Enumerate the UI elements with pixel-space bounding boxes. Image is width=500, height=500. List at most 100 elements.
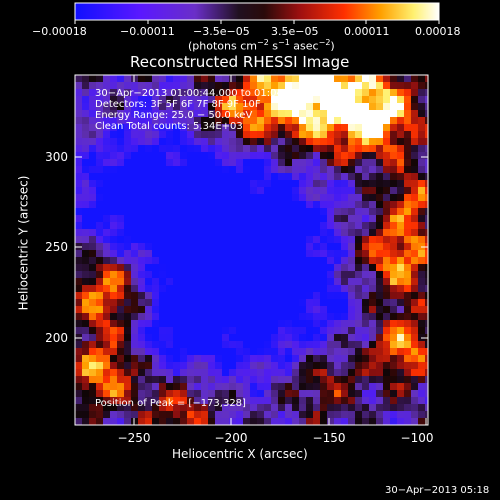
solar-image [74,74,429,426]
image-pixel [404,173,411,180]
image-pixel [243,145,250,152]
image-pixel [208,201,215,208]
image-pixel [75,96,82,103]
image-pixel [404,152,411,159]
image-pixel [425,131,428,138]
image-pixel [152,355,159,362]
image-pixel [418,418,425,425]
image-pixel [425,404,428,411]
image-pixel [306,390,313,397]
image-pixel [306,348,313,355]
image-pixel [145,306,152,313]
image-pixel [124,194,131,201]
image-pixel [82,75,89,82]
image-pixel [145,215,152,222]
image-pixel [236,222,243,229]
image-pixel [418,117,425,124]
image-pixel [306,215,313,222]
image-pixel [341,355,348,362]
image-pixel [306,75,313,82]
image-pixel [299,285,306,292]
image-pixel [236,75,243,82]
image-pixel [82,390,89,397]
image-pixel [362,187,369,194]
image-pixel [334,117,341,124]
image-pixel [222,355,229,362]
image-pixel [278,285,285,292]
image-pixel [320,418,327,425]
image-pixel [327,215,334,222]
image-pixel [411,327,418,334]
image-pixel [229,187,236,194]
image-pixel [369,292,376,299]
image-pixel [243,334,250,341]
image-pixel [341,138,348,145]
image-pixel [292,285,299,292]
image-pixel [187,257,194,264]
image-pixel [362,285,369,292]
image-pixel [131,201,138,208]
image-pixel [390,215,397,222]
image-pixel [208,96,215,103]
image-pixel [229,257,236,264]
image-pixel [187,194,194,201]
image-pixel [418,152,425,159]
image-pixel [201,201,208,208]
image-pixel [355,243,362,250]
image-pixel [173,222,180,229]
image-pixel [418,208,425,215]
image-pixel [320,131,327,138]
image-pixel [334,271,341,278]
image-pixel [124,89,131,96]
image-pixel [117,82,124,89]
image-pixel [222,348,229,355]
image-pixel [201,397,208,404]
image-pixel [397,348,404,355]
image-pixel [411,285,418,292]
image-pixel [187,404,194,411]
image-pixel [285,124,292,131]
image-pixel [320,299,327,306]
image-pixel [320,397,327,404]
image-pixel [194,131,201,138]
image-pixel [271,229,278,236]
image-pixel [278,383,285,390]
image-pixel [334,285,341,292]
image-pixel [257,306,264,313]
image-pixel [390,117,397,124]
image-pixel [418,397,425,404]
image-pixel [313,250,320,257]
image-pixel [173,299,180,306]
image-pixel [299,341,306,348]
colorbar-tick-label: −0.00011 [120,25,175,38]
image-pixel [75,320,82,327]
image-pixel [362,166,369,173]
image-pixel [208,250,215,257]
image-pixel [173,271,180,278]
image-pixel [306,103,313,110]
image-pixel [264,131,271,138]
image-pixel [222,257,229,264]
image-pixel [418,236,425,243]
image-pixel [152,222,159,229]
image-pixel [278,243,285,250]
image-pixel [138,327,145,334]
image-pixel [215,103,222,110]
image-pixel [376,348,383,355]
image-pixel [236,229,243,236]
image-pixel [145,376,152,383]
image-pixel [425,215,428,222]
image-pixel [264,152,271,159]
image-pixel [131,194,138,201]
image-pixel [348,194,355,201]
image-pixel [229,278,236,285]
image-pixel [236,376,243,383]
image-pixel [110,103,117,110]
image-pixel [110,229,117,236]
image-pixel [124,75,131,82]
image-pixel [131,355,138,362]
image-pixel [292,271,299,278]
image-pixel [131,278,138,285]
image-pixel [194,397,201,404]
image-pixel [397,327,404,334]
